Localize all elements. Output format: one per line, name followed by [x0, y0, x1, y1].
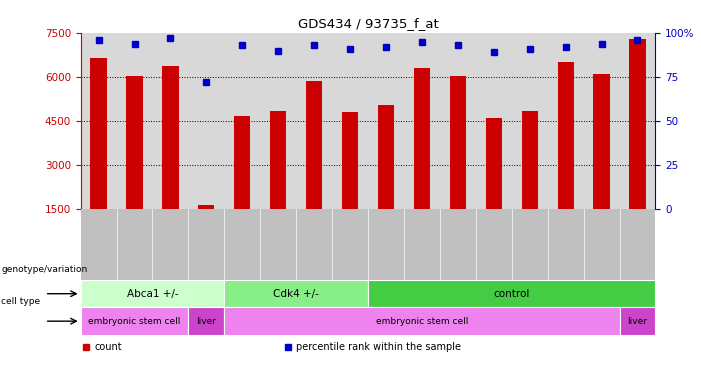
Bar: [557, 62, 573, 209]
Bar: [368, 280, 655, 307]
Bar: [450, 76, 466, 209]
Bar: [81, 280, 224, 307]
Bar: [522, 111, 538, 209]
Bar: [163, 66, 179, 209]
Text: liver: liver: [627, 317, 648, 326]
Text: embryonic stem cell: embryonic stem cell: [376, 317, 468, 326]
Text: Cdk4 +/-: Cdk4 +/-: [273, 289, 319, 299]
Bar: [198, 205, 215, 209]
Bar: [629, 39, 646, 209]
Bar: [189, 307, 224, 335]
Bar: [270, 111, 286, 209]
Bar: [486, 118, 502, 209]
Bar: [224, 307, 620, 335]
Text: Abca1 +/-: Abca1 +/-: [127, 289, 178, 299]
Bar: [414, 68, 430, 209]
Bar: [594, 74, 610, 209]
Bar: [81, 307, 189, 335]
Text: control: control: [494, 289, 530, 299]
Bar: [378, 105, 394, 209]
Bar: [342, 112, 358, 209]
Text: liver: liver: [196, 317, 217, 326]
Text: percentile rank within the sample: percentile rank within the sample: [297, 342, 461, 352]
Text: count: count: [95, 342, 123, 352]
Bar: [620, 307, 655, 335]
Title: GDS434 / 93735_f_at: GDS434 / 93735_f_at: [298, 17, 438, 30]
Text: genotype/variation: genotype/variation: [1, 265, 88, 273]
Text: embryonic stem cell: embryonic stem cell: [88, 317, 181, 326]
Bar: [126, 76, 142, 209]
Bar: [90, 58, 107, 209]
Bar: [234, 116, 250, 209]
Bar: [306, 81, 322, 209]
Text: cell type: cell type: [1, 298, 41, 306]
Bar: [224, 280, 368, 307]
